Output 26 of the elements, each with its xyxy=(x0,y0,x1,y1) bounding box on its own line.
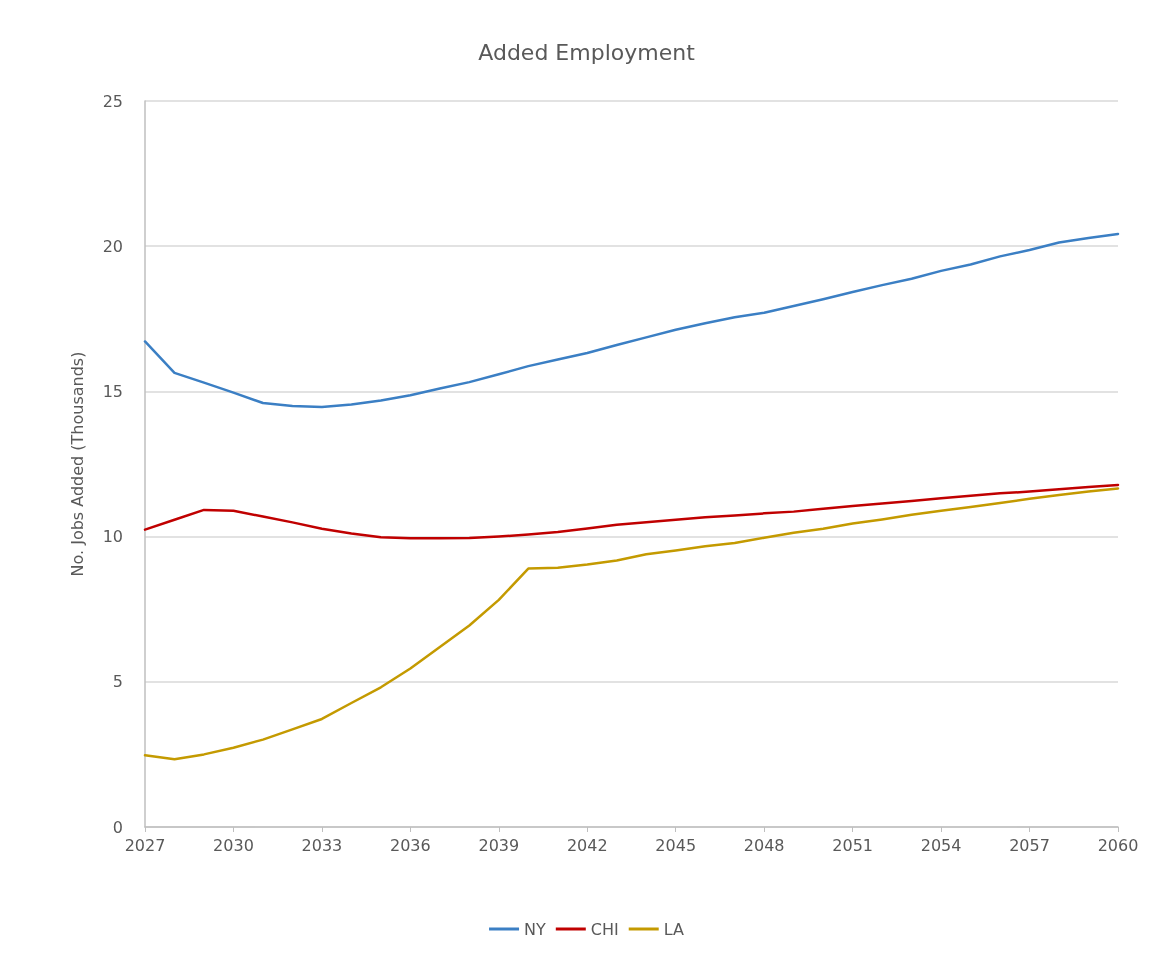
x-tick-label: 2060 xyxy=(1097,835,1139,855)
line-series xyxy=(143,483,1120,540)
x-tick-label: 2027 xyxy=(124,835,166,855)
x-tick-label: 2033 xyxy=(301,835,343,855)
x-tick-label: 2036 xyxy=(390,835,431,855)
legend-label: NY xyxy=(524,919,547,939)
line-series xyxy=(143,232,1120,409)
y-tick-label: 0 xyxy=(112,817,123,837)
y-tick-label: 10 xyxy=(102,527,123,547)
y-tick-label: 25 xyxy=(102,91,123,111)
y-tick-label: 5 xyxy=(112,672,123,692)
x-tick-label: 2030 xyxy=(213,835,254,855)
x-tick-label: 2048 xyxy=(743,835,785,855)
y-tick-label: 20 xyxy=(102,236,123,256)
x-tick-label: 2057 xyxy=(1009,835,1050,855)
x-tick-label: 2051 xyxy=(832,835,873,855)
y-tick-label: 15 xyxy=(102,381,123,401)
chart-title: Added Employment xyxy=(478,39,696,65)
x-tick-label: 2042 xyxy=(566,835,608,855)
legend-label: CHI xyxy=(590,919,619,939)
x-tick-label: 2039 xyxy=(478,835,520,855)
legend-label: LA xyxy=(663,919,684,939)
line-series xyxy=(143,487,1120,761)
x-tick-label: 2045 xyxy=(655,835,697,855)
y-axis-title: No. Jobs Added (Thousands) xyxy=(67,351,87,577)
x-tick-label: 2054 xyxy=(920,835,962,855)
